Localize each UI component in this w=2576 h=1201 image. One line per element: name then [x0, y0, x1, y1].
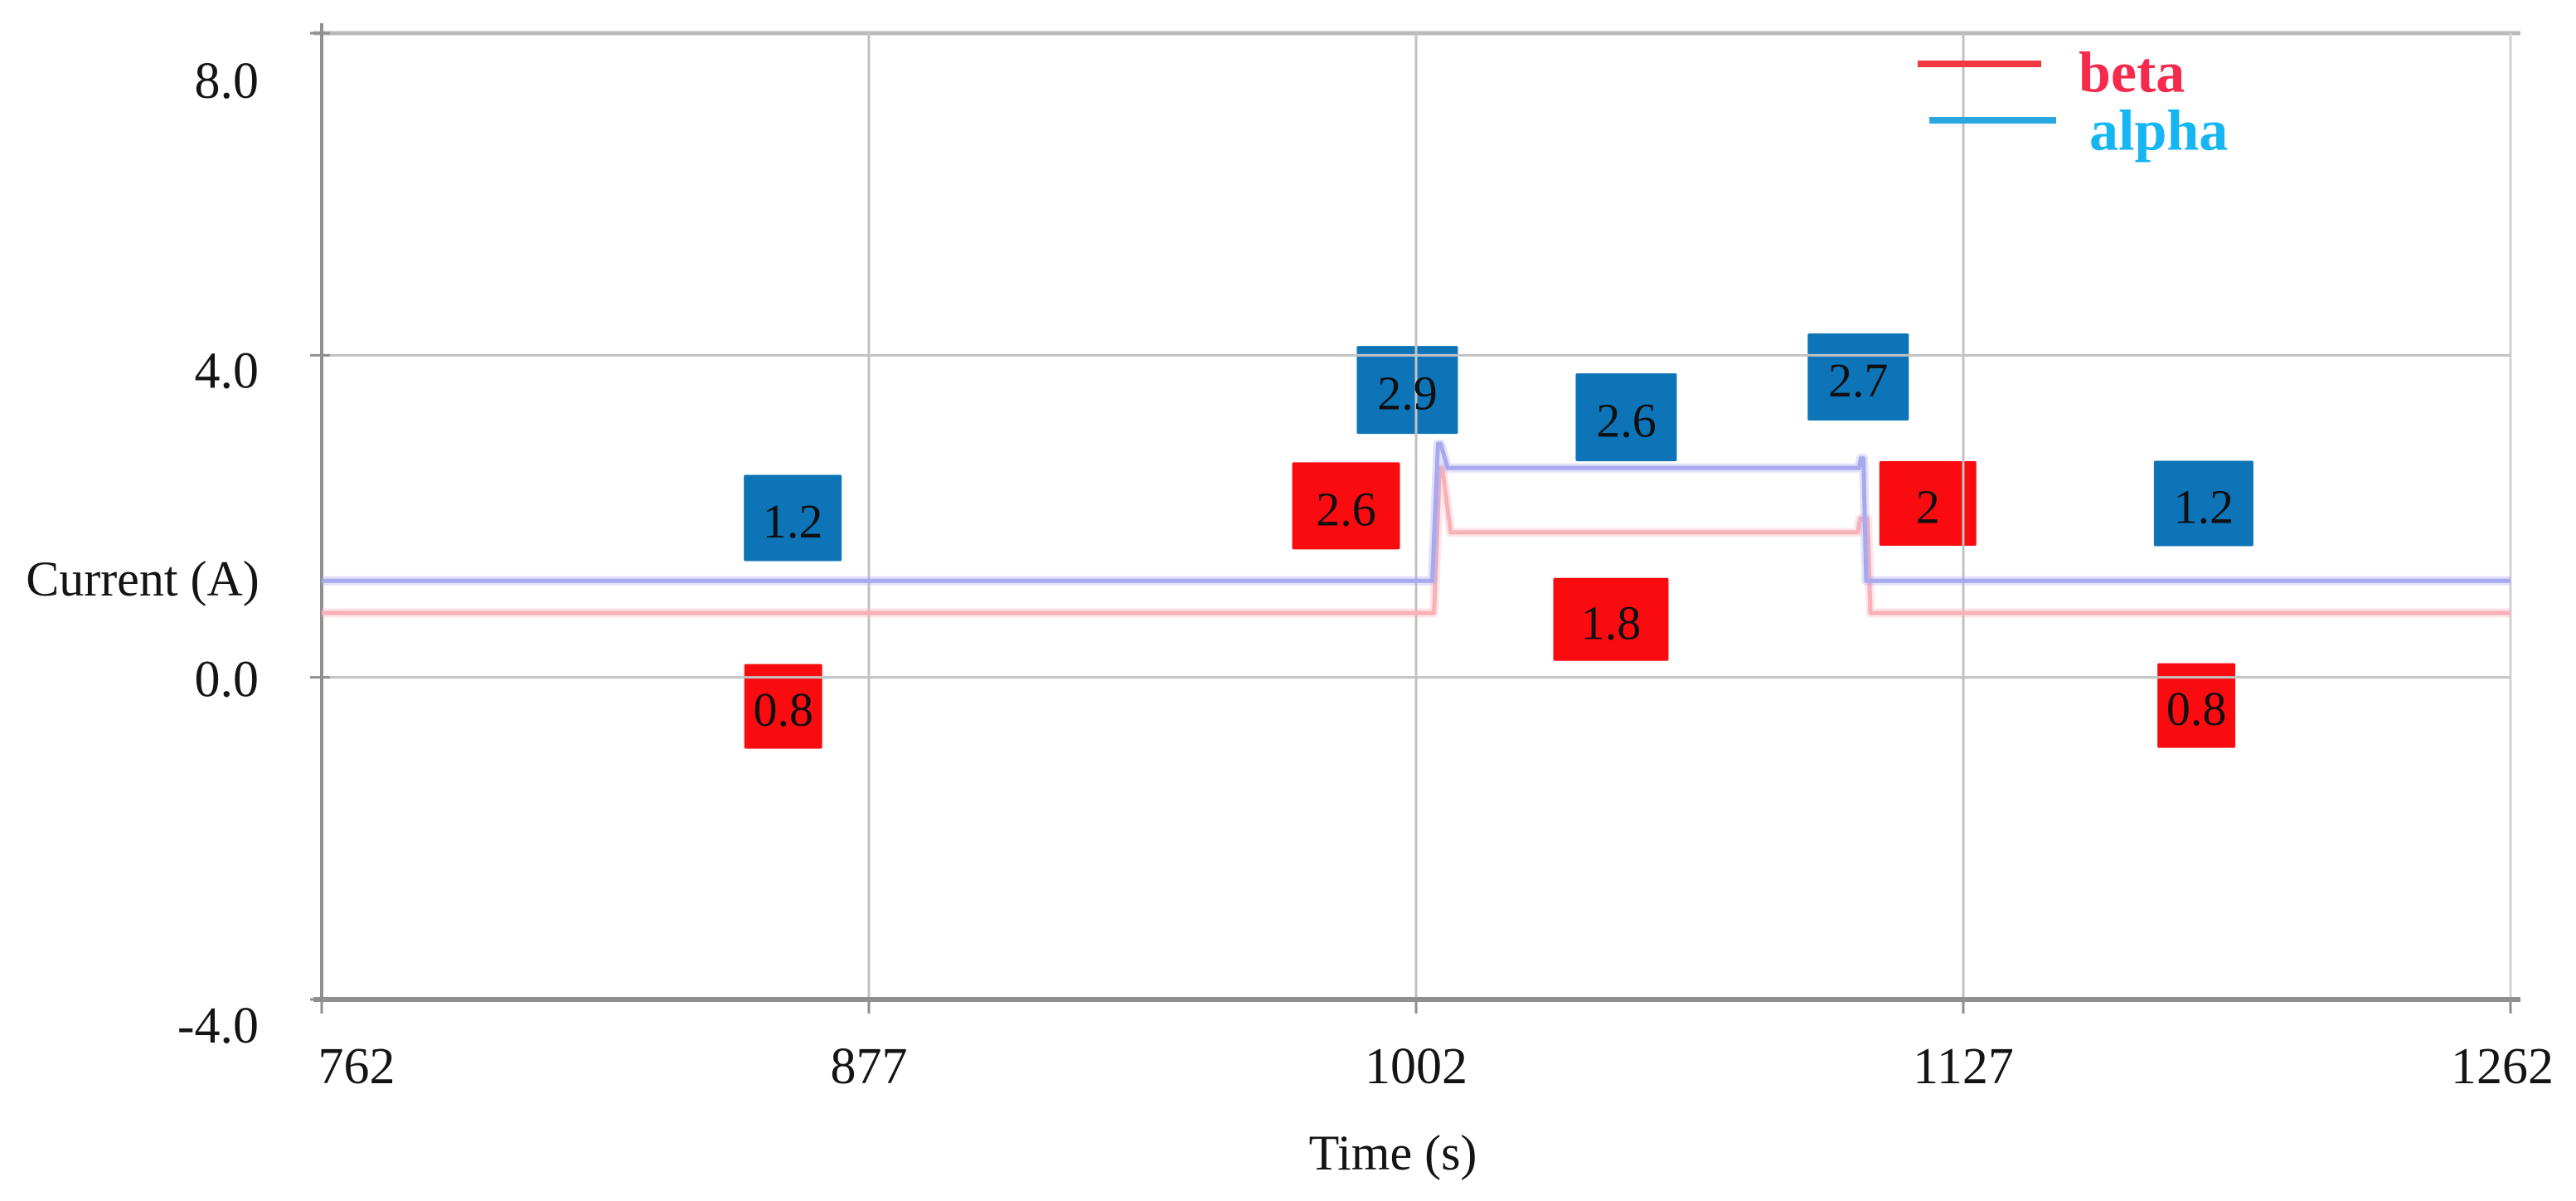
annotation-box-beta-2: [1292, 462, 1400, 550]
x-tick-label-1127: 1127: [1913, 1038, 2014, 1095]
annotation-value-beta-5: 1.8: [1581, 596, 1642, 649]
annotation-box-beta-1: [744, 664, 822, 749]
x-tick-label-1262: 1262: [2451, 1038, 2554, 1095]
series-line-alpha: [322, 441, 2511, 583]
y-tick-label-8.0: 8.0: [195, 53, 260, 109]
annotation-value-alpha-4: 2.6: [1596, 394, 1657, 448]
x-tick-label-762: 762: [318, 1038, 395, 1095]
annotation-value-alpha-0: 1.2: [763, 494, 823, 548]
y-tick-label-0.0: 0.0: [195, 652, 260, 708]
annotation-value-alpha-6: 2.7: [1828, 353, 1889, 407]
legend-label-alpha: alpha: [2089, 100, 2228, 163]
y-axis-title: Current (A): [26, 552, 260, 606]
y-tick-label-4.0: 4.0: [195, 343, 260, 399]
annotation-box-alpha-0: [744, 474, 842, 562]
series-line-beta: [322, 465, 2511, 615]
annotation-box-beta-5: [1553, 577, 1669, 661]
annotation-value-alpha-8: 1.2: [2174, 479, 2234, 533]
x-tick-label-877: 877: [831, 1038, 908, 1095]
annotation-box-alpha-3: [1356, 346, 1458, 435]
annotation-value-beta-1: 0.8: [753, 683, 813, 737]
annotation-value-beta-2: 2.6: [1316, 482, 1376, 536]
annotation-box-beta-7: [1879, 460, 1977, 546]
annotation-box-alpha-4: [1575, 373, 1677, 462]
y-tick-label--4.0: -4.0: [177, 998, 259, 1054]
annotation-value-beta-9: 0.8: [2166, 682, 2227, 736]
x-axis-title: Time (s): [1308, 1126, 1477, 1180]
x-tick-label-1002: 1002: [1365, 1038, 1467, 1095]
legend-label-beta: beta: [2079, 41, 2185, 105]
annotation-value-beta-7: 2: [1916, 479, 1940, 533]
annotation-value-alpha-3: 2.9: [1377, 367, 1438, 421]
annotation-box-alpha-8: [2153, 460, 2253, 547]
annotation-box-beta-9: [2157, 663, 2236, 748]
